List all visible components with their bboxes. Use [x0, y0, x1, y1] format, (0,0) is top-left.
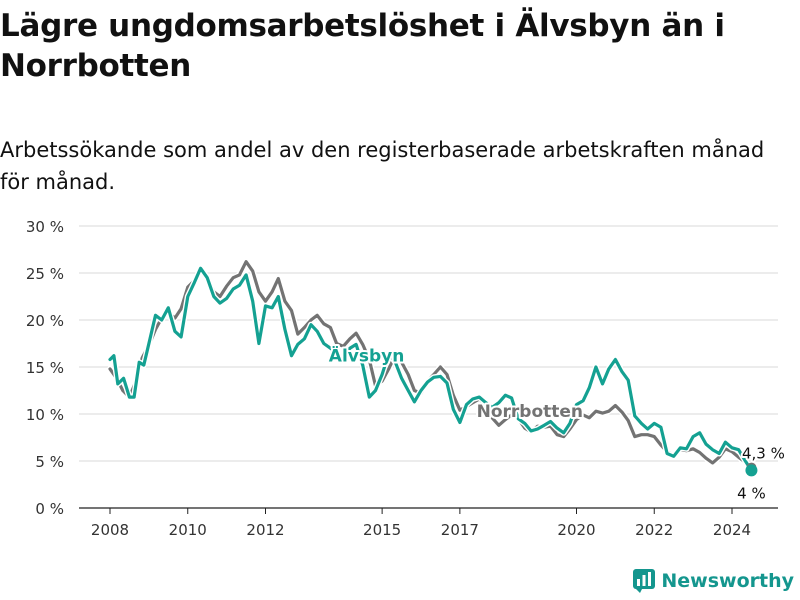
series-line-alvsbyn	[108, 266, 753, 472]
x-tick-label: 2022	[635, 521, 673, 539]
x-tick-label: 2020	[557, 521, 595, 539]
chart-subtitle: Arbetssökande som andel av den registerb…	[0, 138, 765, 194]
chart-title: Lägre ungdomsarbetslöshet i Älvsbyn än i…	[0, 8, 725, 84]
y-tick-label: 15 %	[26, 359, 64, 377]
x-tick-label: 2015	[363, 521, 401, 539]
endpoint-alvsbyn	[745, 464, 758, 477]
y-tick-label: 5 %	[35, 453, 64, 471]
y-tick-label: 0 %	[35, 500, 64, 518]
y-tick-label: 20 %	[26, 312, 64, 330]
y-tick-label: 25 %	[26, 265, 64, 283]
x-tick-label: 2024	[713, 521, 751, 539]
series-label-alvsbyn: Älvsbyn	[329, 344, 405, 366]
x-tick-label: 2008	[91, 521, 129, 539]
y-tick-label: 30 %	[26, 218, 64, 236]
newsworthy-logo-icon	[633, 569, 656, 593]
series-line-norrbotten	[108, 260, 753, 470]
y-tick-label: 10 %	[26, 406, 64, 424]
end-label-alvsbyn: 4 %	[737, 484, 766, 502]
x-tick-label: 2017	[441, 521, 479, 539]
brand-name: Newsworthy	[661, 570, 794, 592]
x-tick-label: 2010	[169, 521, 207, 539]
end-label-norrbotten: 4,3 %	[742, 445, 785, 463]
brand-logo: Newsworthy	[633, 569, 794, 593]
x-tick-label: 2012	[246, 521, 284, 539]
series-label-norrbotten: Norrbotten	[477, 402, 583, 422]
